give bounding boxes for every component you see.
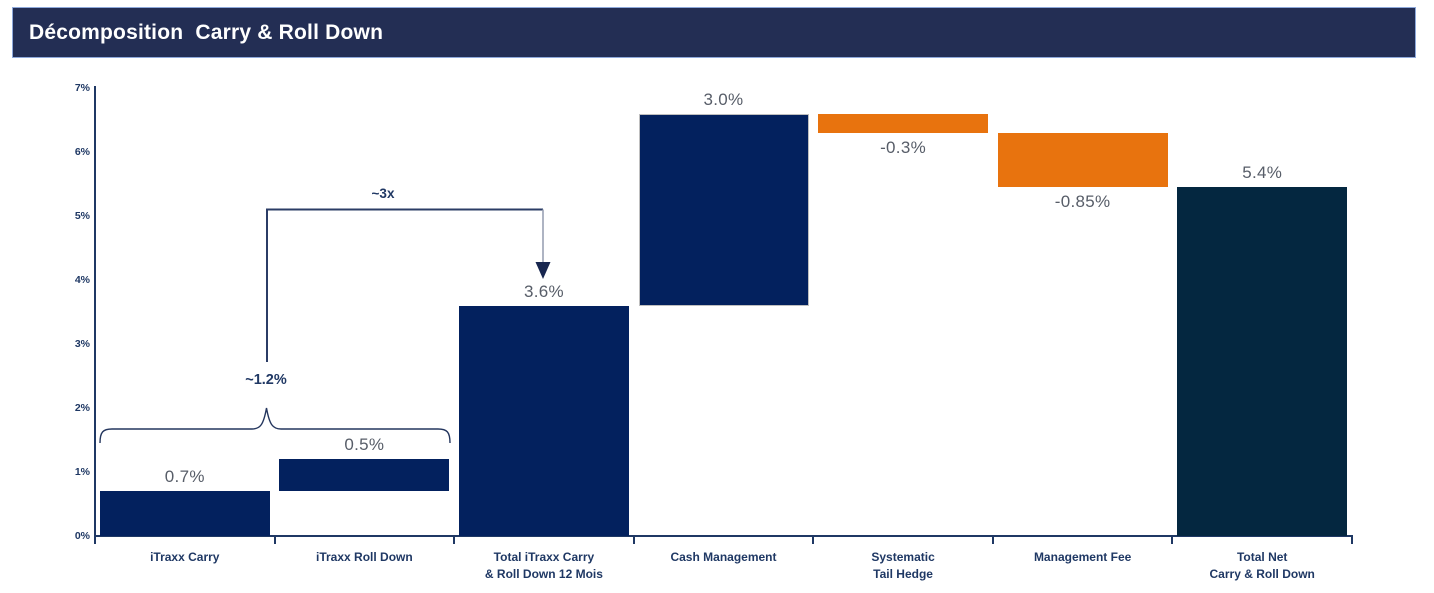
category-label-itraxx-carry: iTraxx Carry: [150, 550, 220, 564]
category-label-itraxx-roll-down: iTraxx Roll Down: [316, 550, 413, 564]
category-label-total-itraxx: & Roll Down 12 Mois: [484, 567, 603, 581]
bar-management-fee: [997, 132, 1168, 188]
bar-itraxx-roll-down: [279, 459, 450, 492]
x-axis-tick: [812, 536, 815, 544]
value-label-cash-management: 3.0%: [703, 89, 744, 109]
category-label-total-net: Total Net: [1236, 550, 1288, 564]
x-axis-tick: [94, 536, 96, 544]
y-tick-label: 0%: [74, 530, 90, 542]
x-axis-tick: [1171, 536, 1174, 544]
annotation-sum: ~1.2%: [245, 372, 287, 388]
category-label-total-itraxx: Total iTraxx Carry: [493, 550, 595, 564]
bar-itraxx-carry: [99, 491, 270, 536]
category-label-management-fee: Management Fee: [1033, 550, 1132, 564]
y-axis: [94, 86, 96, 536]
x-axis-tick: [632, 536, 635, 544]
value-label-total-net: 5.4%: [1242, 163, 1283, 183]
value-label-itraxx-roll-down: 0.5%: [344, 435, 385, 455]
multiplier-arrowhead: [535, 262, 551, 279]
y-tick-label: 2%: [74, 402, 90, 414]
page-title: Décomposition Carry & Roll Down: [29, 20, 384, 44]
x-axis-tick: [273, 536, 276, 544]
value-label-systematic-tail-hedge: -0.3%: [880, 137, 927, 157]
y-tick-label: 5%: [74, 210, 90, 222]
value-label-management-fee: -0.85%: [1054, 192, 1111, 212]
category-label-cash-management: Cash Management: [670, 550, 777, 564]
bar-total-itraxx: [458, 305, 629, 536]
value-label-itraxx-carry: 0.7%: [164, 467, 205, 487]
x-axis-tick: [991, 536, 994, 544]
bar-systematic-tail-hedge: [818, 113, 989, 133]
y-tick-label: 7%: [74, 82, 90, 94]
category-label-total-net: Carry & Roll Down: [1209, 567, 1315, 581]
y-tick-label: 6%: [74, 146, 90, 158]
bar-total-net: [1177, 187, 1348, 536]
y-tick-label: 3%: [74, 338, 90, 350]
y-tick-label: 4%: [74, 274, 90, 286]
value-label-total-itraxx: 3.6%: [523, 281, 564, 301]
bar-cash-management: [638, 113, 809, 306]
title-bar: Décomposition Carry & Roll Down: [12, 7, 1416, 58]
category-label-systematic-tail-hedge: Tail Hedge: [873, 567, 933, 581]
x-axis: [94, 535, 1353, 537]
annotation-multiplier: ~3x: [371, 186, 395, 201]
category-label-systematic-tail-hedge: Systematic: [871, 550, 935, 564]
x-axis-tick: [1351, 536, 1353, 544]
x-axis-tick: [453, 536, 456, 544]
y-tick-label: 1%: [74, 466, 90, 478]
